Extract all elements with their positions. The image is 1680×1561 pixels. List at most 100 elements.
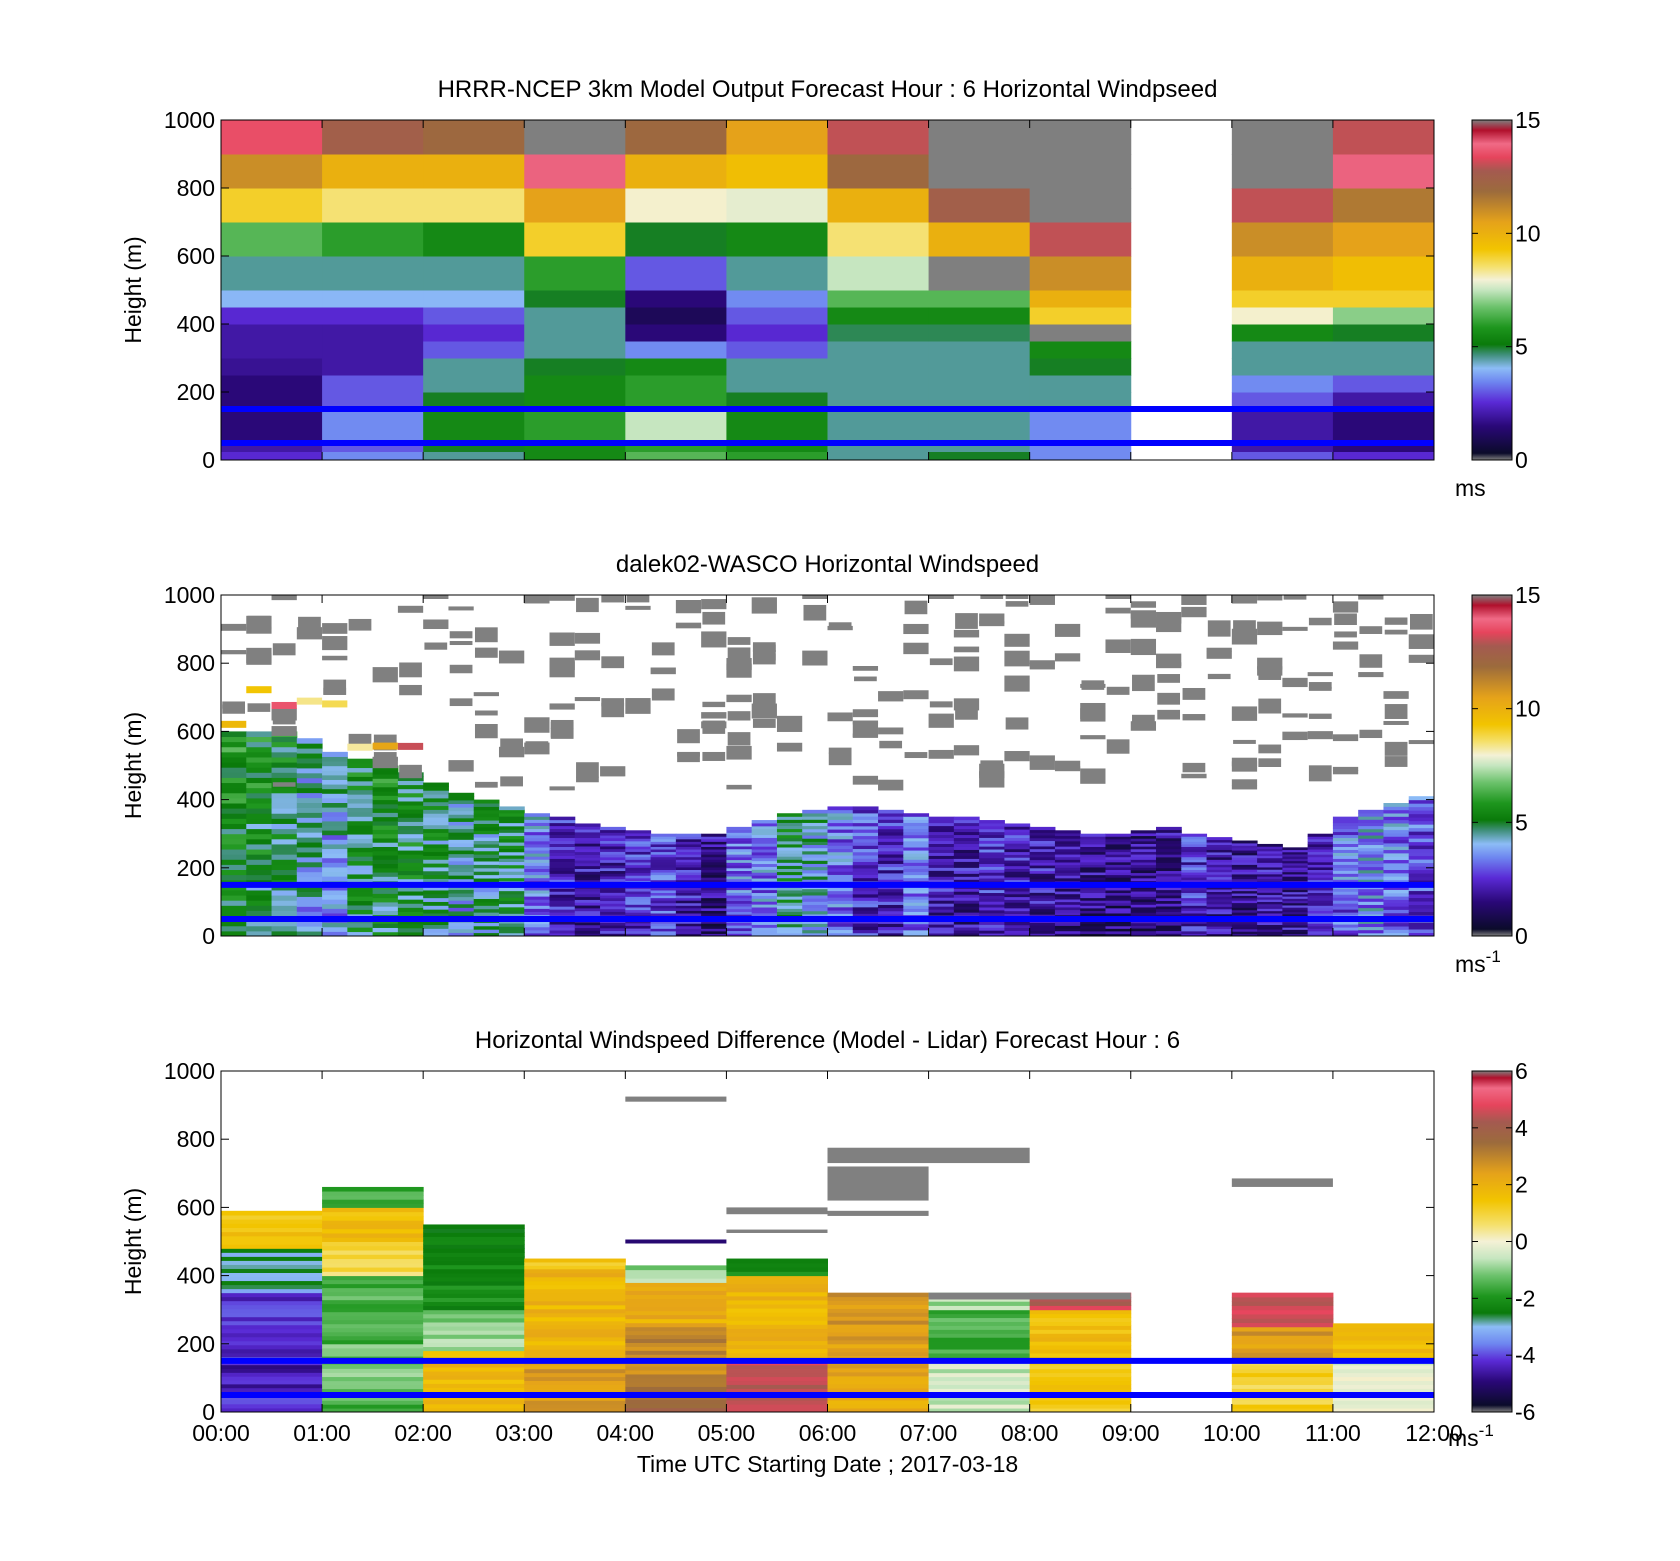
heatmap-cell xyxy=(524,443,626,452)
lidar-cell xyxy=(397,817,424,822)
lidar-cell xyxy=(296,802,323,808)
lidar-cell xyxy=(827,932,854,937)
difference-cell xyxy=(322,1287,424,1293)
difference-cell xyxy=(726,1328,828,1333)
lidar-cell xyxy=(650,874,677,878)
heatmap-cell xyxy=(1029,443,1132,452)
lidar-cell xyxy=(423,901,449,906)
lidar-cell xyxy=(1408,796,1435,801)
difference-cell xyxy=(625,1286,727,1291)
lidar-cell xyxy=(1332,870,1359,874)
difference-cell xyxy=(322,1224,424,1230)
difference-cell xyxy=(423,1228,525,1233)
lidar-cell xyxy=(776,871,803,876)
x-tick-label: 05:00 xyxy=(698,1420,756,1446)
lidar-out-of-range-cell xyxy=(1358,595,1384,600)
y-tick-label: 0 xyxy=(202,1399,215,1425)
lidar-out-of-range-cell xyxy=(1359,626,1383,634)
lidar-cell xyxy=(625,848,652,852)
lidar-cell xyxy=(1181,905,1208,909)
lidar-cell xyxy=(1029,930,1056,934)
lidar-cell xyxy=(549,888,576,892)
lidar-cell xyxy=(322,811,348,817)
lidar-cell xyxy=(776,893,803,897)
colorbar-tick-label: -2 xyxy=(1515,1285,1535,1311)
lidar-cell xyxy=(650,905,677,909)
lidar-cell xyxy=(802,901,828,905)
lidar-cell xyxy=(524,877,551,882)
lidar-cell xyxy=(574,927,601,931)
colorbar-bar xyxy=(1471,1070,1513,1413)
difference-cell xyxy=(827,1308,930,1313)
lidar-cell xyxy=(953,846,980,850)
lidar-cell xyxy=(953,924,980,928)
heatmap-cell xyxy=(524,409,626,444)
lidar-cell xyxy=(903,923,930,928)
lidar-cell xyxy=(1130,930,1157,934)
difference-cell xyxy=(1029,1341,1132,1346)
lidar-cell xyxy=(675,905,702,909)
lidar-cell xyxy=(953,879,980,883)
heatmap-cell xyxy=(1332,341,1435,359)
difference-cell xyxy=(1332,1368,1435,1374)
lidar-cell xyxy=(852,822,879,827)
lidar-cell xyxy=(802,853,828,858)
lidar-cell xyxy=(322,885,348,891)
difference-cell xyxy=(625,1350,727,1355)
difference-cell xyxy=(1029,1400,1132,1405)
lidar-out-of-range-cell xyxy=(726,657,752,670)
lidar-cell xyxy=(372,812,399,818)
difference-cell xyxy=(625,1407,727,1413)
lidar-out-of-range-cell xyxy=(1182,687,1206,700)
lidar-cell xyxy=(524,865,551,869)
lidar-cell xyxy=(751,909,778,914)
colorbar-bar xyxy=(1471,594,1513,937)
lidar-cell xyxy=(1054,832,1081,837)
lidar-cell xyxy=(498,906,525,911)
lidar-cell xyxy=(751,857,778,862)
difference-cell xyxy=(221,1239,323,1245)
lidar-cell xyxy=(322,765,348,771)
lidar-cell xyxy=(1231,900,1258,904)
lidar-cell xyxy=(1307,895,1334,899)
lidar-cell xyxy=(423,817,449,822)
lidar-cell xyxy=(347,834,374,839)
heatmap-cell xyxy=(827,341,930,359)
lidar-cell xyxy=(1181,843,1208,847)
lidar-cell xyxy=(1358,828,1384,833)
lidar-out-of-range-cell xyxy=(727,732,751,746)
lidar-cell xyxy=(1257,871,1283,875)
lidar-cell xyxy=(221,920,247,927)
lidar-cell xyxy=(1156,862,1182,866)
difference-cell xyxy=(423,1256,525,1262)
heatmap-cell xyxy=(625,375,727,393)
lidar-cell xyxy=(1282,869,1309,873)
lidar-cell xyxy=(1130,854,1157,858)
lidar-cell xyxy=(473,901,500,906)
lidar-cell xyxy=(397,854,424,859)
lidar-cell xyxy=(625,930,652,934)
lidar-out-of-range-cell xyxy=(852,665,879,671)
lidar-out-of-range-cell xyxy=(1408,740,1434,745)
lidar-cell xyxy=(1156,859,1182,863)
lidar-cell xyxy=(1156,851,1182,855)
difference-cell xyxy=(726,1304,828,1309)
lidar-cell xyxy=(1080,843,1106,847)
heatmap-cell xyxy=(322,222,424,257)
lidar-cell xyxy=(1029,867,1056,872)
lidar-cell xyxy=(296,827,323,833)
lidar-cell xyxy=(751,889,778,894)
difference-cell xyxy=(524,1332,626,1338)
difference-cell xyxy=(928,1380,1031,1385)
lidar-cell xyxy=(1156,900,1182,904)
lidar-cell xyxy=(1408,806,1435,811)
lidar-cell xyxy=(776,834,803,839)
lidar-cell xyxy=(1181,892,1208,896)
lidar-out-of-range-cell xyxy=(423,619,449,630)
difference-cell xyxy=(423,1399,525,1405)
lidar-cell xyxy=(524,859,551,863)
lidar-cell xyxy=(600,826,626,831)
lidar-cell xyxy=(1307,859,1334,863)
